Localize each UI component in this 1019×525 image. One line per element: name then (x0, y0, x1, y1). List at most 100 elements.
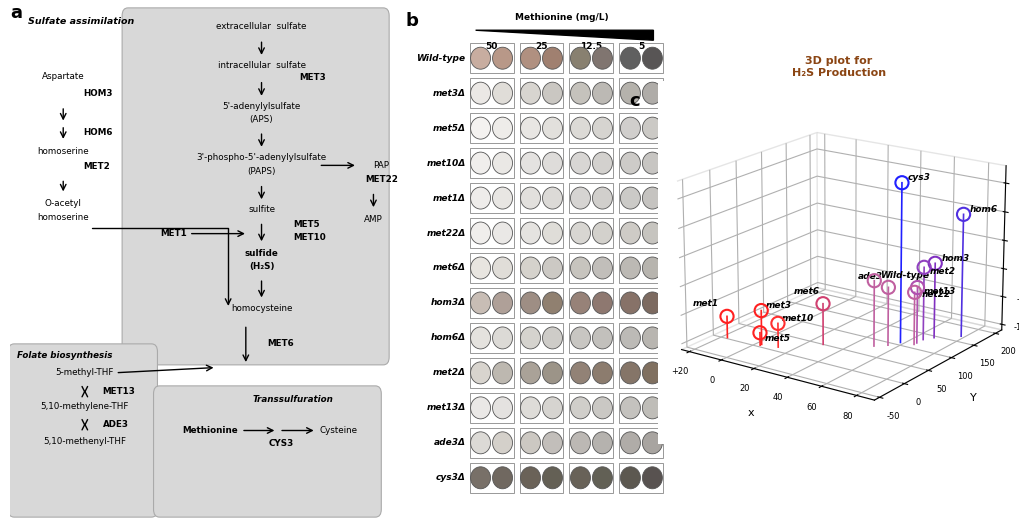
Text: 5,10-methenyl-THF: 5,10-methenyl-THF (43, 436, 126, 446)
Text: (PAPS): (PAPS) (247, 167, 275, 176)
Text: AMP: AMP (364, 215, 382, 224)
Bar (569, 428, 612, 458)
Bar (469, 218, 513, 248)
Ellipse shape (570, 327, 590, 349)
Text: 5,10-methylene-THF: 5,10-methylene-THF (41, 402, 128, 412)
Text: O-acetyl: O-acetyl (45, 199, 82, 208)
Text: Folate biosynthesis: Folate biosynthesis (17, 351, 113, 361)
Ellipse shape (470, 397, 490, 419)
Ellipse shape (620, 117, 640, 139)
Text: a: a (10, 4, 22, 22)
Ellipse shape (492, 47, 512, 69)
Text: met13Δ: met13Δ (426, 403, 465, 412)
Ellipse shape (570, 152, 590, 174)
Ellipse shape (592, 397, 611, 419)
Text: met6Δ: met6Δ (432, 264, 465, 272)
Ellipse shape (570, 82, 590, 104)
Bar (519, 393, 562, 423)
Bar (519, 288, 562, 318)
Ellipse shape (570, 187, 590, 209)
Text: (APS): (APS) (250, 115, 273, 124)
Text: met2Δ: met2Δ (432, 369, 465, 377)
Ellipse shape (620, 222, 640, 244)
Text: 12.5: 12.5 (580, 41, 602, 51)
Ellipse shape (542, 222, 561, 244)
Bar (469, 148, 513, 178)
Ellipse shape (470, 257, 490, 279)
Ellipse shape (592, 467, 611, 489)
Ellipse shape (542, 187, 561, 209)
Ellipse shape (620, 292, 640, 314)
Bar (569, 253, 612, 283)
Ellipse shape (592, 47, 611, 69)
Ellipse shape (470, 292, 490, 314)
Text: MET3: MET3 (299, 73, 325, 82)
Ellipse shape (592, 117, 611, 139)
Ellipse shape (642, 257, 661, 279)
Bar (619, 288, 662, 318)
Ellipse shape (492, 187, 512, 209)
Bar (619, 148, 662, 178)
Text: extracellular  sulfate: extracellular sulfate (216, 22, 307, 31)
Bar (519, 183, 562, 213)
Bar (619, 183, 662, 213)
Ellipse shape (592, 187, 611, 209)
Ellipse shape (642, 327, 661, 349)
Text: 5-methyl-THF: 5-methyl-THF (56, 368, 114, 377)
Ellipse shape (570, 397, 590, 419)
Bar (569, 463, 612, 493)
Ellipse shape (620, 47, 640, 69)
Ellipse shape (492, 397, 512, 419)
Ellipse shape (570, 467, 590, 489)
Ellipse shape (592, 292, 611, 314)
Y-axis label: Y: Y (969, 393, 976, 403)
Bar (469, 428, 513, 458)
Ellipse shape (520, 47, 540, 69)
Ellipse shape (520, 292, 540, 314)
Ellipse shape (492, 362, 512, 384)
Text: ade3Δ: ade3Δ (433, 438, 465, 447)
Ellipse shape (520, 257, 540, 279)
Ellipse shape (642, 467, 661, 489)
Bar (619, 113, 662, 143)
Bar (519, 428, 562, 458)
Ellipse shape (592, 222, 611, 244)
Ellipse shape (520, 82, 540, 104)
Ellipse shape (592, 432, 611, 454)
Text: HOM3: HOM3 (83, 89, 112, 98)
Ellipse shape (470, 187, 490, 209)
Ellipse shape (570, 292, 590, 314)
Bar (619, 43, 662, 73)
FancyBboxPatch shape (154, 386, 381, 517)
Bar (619, 78, 662, 108)
Bar (569, 323, 612, 353)
Ellipse shape (542, 82, 561, 104)
Ellipse shape (642, 362, 661, 384)
Text: met10Δ: met10Δ (426, 159, 465, 167)
Bar (569, 148, 612, 178)
Ellipse shape (592, 257, 611, 279)
Text: HOM6: HOM6 (83, 128, 112, 138)
Ellipse shape (520, 467, 540, 489)
Ellipse shape (520, 432, 540, 454)
Ellipse shape (520, 222, 540, 244)
Text: met3Δ: met3Δ (432, 89, 465, 98)
Ellipse shape (470, 467, 490, 489)
Text: Sulfate assimilation: Sulfate assimilation (28, 16, 133, 26)
Text: 50: 50 (485, 41, 497, 51)
Ellipse shape (520, 187, 540, 209)
Text: sulfide: sulfide (245, 248, 278, 258)
Ellipse shape (470, 117, 490, 139)
Ellipse shape (470, 432, 490, 454)
Ellipse shape (620, 187, 640, 209)
Text: cys3Δ: cys3Δ (435, 474, 465, 482)
Ellipse shape (620, 82, 640, 104)
Bar (519, 218, 562, 248)
Bar (519, 113, 562, 143)
Text: PAP: PAP (373, 161, 389, 170)
Bar (569, 43, 612, 73)
Bar (569, 288, 612, 318)
Text: Aspartate: Aspartate (42, 71, 85, 81)
Ellipse shape (542, 117, 561, 139)
Ellipse shape (542, 292, 561, 314)
